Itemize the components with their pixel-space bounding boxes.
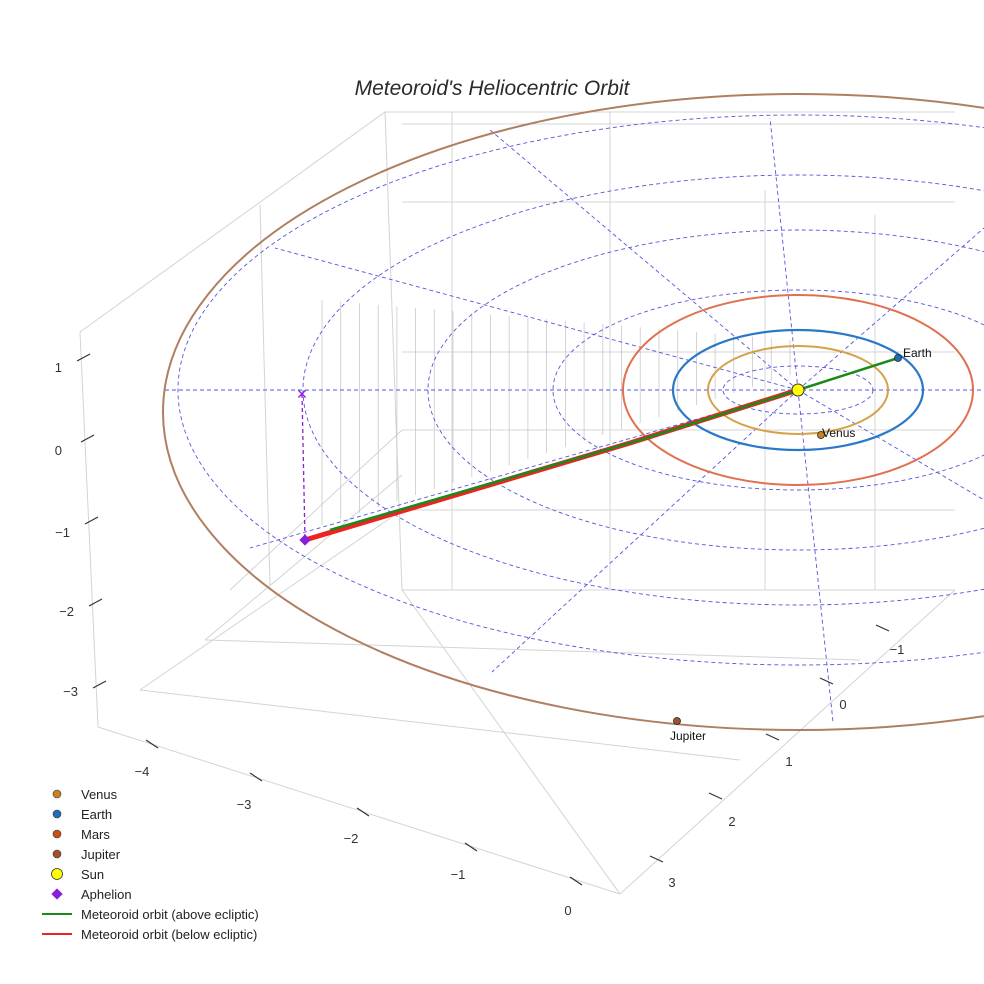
legend-item[interactable]: Earth <box>52 807 112 822</box>
earth-label: Earth <box>903 346 932 360</box>
y-axis: −1 0 1 2 3 <box>649 624 905 890</box>
legend: Venus Earth Mars Jupiter Sun Aphelion Me… <box>42 787 259 942</box>
legend-item[interactable]: Sun <box>51 867 105 882</box>
earth-marker <box>894 354 902 362</box>
legend-item[interactable]: Venus <box>52 787 118 802</box>
x-tick-label: −1 <box>451 867 466 882</box>
legend-item[interactable]: Meteoroid orbit (below ecliptic) <box>42 927 257 942</box>
venus-orbit <box>707 345 889 435</box>
droplines <box>321 300 791 525</box>
aphelion-dropline <box>301 393 306 541</box>
legend-label: Meteoroid orbit (below ecliptic) <box>81 927 257 942</box>
x-tick-label: −3 <box>237 797 252 812</box>
z-tick-label: 1 <box>55 360 62 375</box>
legend-item[interactable]: Meteoroid orbit (above ecliptic) <box>42 907 259 922</box>
legend-label: Venus <box>81 787 118 802</box>
legend-item[interactable]: Mars <box>52 827 110 842</box>
legend-label: Aphelion <box>81 887 132 902</box>
y-tick-label: 1 <box>785 754 792 769</box>
z-tick-label: −1 <box>55 525 70 540</box>
chart-title: Meteoroid's Heliocentric Orbit <box>355 77 631 100</box>
scene-wireframe <box>79 111 956 895</box>
legend-label: Earth <box>81 807 112 822</box>
legend-item[interactable]: Aphelion <box>51 887 132 902</box>
venus-marker <box>817 431 825 439</box>
z-tick-label: −2 <box>59 604 74 619</box>
jupiter-marker <box>673 717 681 725</box>
z-tick-label: −3 <box>63 684 78 699</box>
legend-label: Sun <box>81 867 104 882</box>
ecliptic-grid <box>165 114 984 723</box>
bodies: Earth Venus Jupiter <box>299 346 932 743</box>
legend-label: Mars <box>81 827 110 842</box>
earth-orbit <box>671 328 925 452</box>
jupiter-label: Jupiter <box>670 729 706 743</box>
planet-orbits <box>162 93 984 731</box>
y-tick-label: 0 <box>839 697 846 712</box>
z-tick-label: 0 <box>55 443 62 458</box>
legend-item[interactable]: Jupiter <box>52 847 121 862</box>
aphelion-marker <box>299 534 311 546</box>
x-tick-label: −2 <box>344 831 359 846</box>
y-tick-label: −1 <box>890 642 905 657</box>
mars-orbit <box>622 294 974 486</box>
venus-label: Venus <box>822 426 855 440</box>
x-axis: −4 −3 −2 −1 0 <box>135 739 583 918</box>
sun-marker <box>791 383 805 397</box>
meteoroid-orbit: ✕ <box>296 356 899 543</box>
x-tick-label: 0 <box>564 903 571 918</box>
aphelion-projection-marker: ✕ <box>296 387 308 403</box>
y-tick-label: 3 <box>668 875 675 890</box>
z-axis: 1 0 −1 −2 −3 <box>55 353 107 699</box>
jupiter-orbit <box>162 93 984 731</box>
y-tick-label: 2 <box>728 814 735 829</box>
legend-label: Jupiter <box>81 847 121 862</box>
meteoroid-orbit-above-line <box>329 356 899 532</box>
legend-label: Meteoroid orbit (above ecliptic) <box>81 907 259 922</box>
x-tick-label: −4 <box>135 764 150 779</box>
